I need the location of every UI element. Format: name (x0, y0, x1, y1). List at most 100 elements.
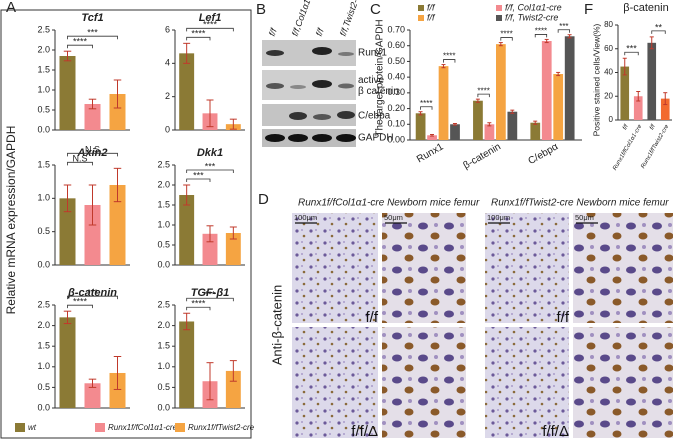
blot-bands (265, 47, 356, 142)
y-tick-label: 1.0 (157, 219, 170, 229)
bar (179, 195, 195, 265)
y-tick-label: 0.0 (37, 402, 50, 412)
condition-label: f/f (556, 309, 569, 326)
significance-label: **** (477, 86, 489, 95)
legend-label: f/f (427, 2, 436, 12)
scale-bar-label: 50μm (575, 213, 594, 222)
condition-label: f/f/Δ (542, 423, 569, 440)
bar (553, 74, 564, 140)
y-tick-label: 6 (165, 24, 170, 34)
bar (530, 122, 541, 140)
error-bar (475, 98, 480, 103)
error-bar (663, 92, 668, 106)
significance-label: N.S (85, 145, 100, 155)
y-tick-label: 20 (604, 91, 613, 100)
group-title: Runx1f/fTwist2-cre Newborn mice femur (491, 198, 669, 209)
bar (541, 41, 552, 140)
lane-label: f/f (267, 26, 279, 38)
error-bar (88, 184, 97, 226)
y-tick-label: 4 (165, 58, 170, 68)
bar (84, 383, 101, 408)
y-tick-label: 0.0 (157, 259, 170, 269)
blot-strip (262, 104, 356, 126)
y-tick-label: 80 (604, 20, 613, 29)
chart-title: β-catenin (623, 2, 668, 14)
legend-swatch (175, 423, 185, 432)
error-bar (63, 184, 72, 213)
error-bar (567, 34, 572, 39)
y-tick-label: 2.0 (157, 179, 170, 189)
legend-swatch (496, 15, 502, 21)
y-tick-label: 2 (165, 91, 170, 101)
y-tick-label: 0.70 (387, 24, 405, 34)
bar (427, 135, 437, 140)
y-tick-label: 1.5 (37, 159, 50, 169)
bar (484, 124, 495, 140)
significance-bracket (477, 93, 490, 98)
bar (225, 370, 241, 408)
error-bar (649, 36, 654, 50)
bar (179, 53, 195, 131)
legend-label: Runx1f/fTwist2-cre (188, 423, 255, 432)
significance-label: *** (626, 44, 637, 54)
error-bar (113, 356, 122, 390)
error-bar (63, 310, 72, 325)
error-bar (622, 57, 627, 76)
significance-label: *** (193, 170, 204, 180)
error-bar (88, 98, 97, 110)
error-bar (229, 226, 237, 240)
band-label: C/ebpa (358, 111, 391, 122)
bar (84, 104, 101, 130)
panel-label: B (256, 1, 266, 18)
bar (109, 372, 126, 408)
y-tick-label: 0.30 (387, 87, 405, 97)
scale-bar-label: 50μm (384, 213, 403, 222)
bar (59, 317, 76, 408)
significance-label: *** (87, 28, 98, 38)
panel-label: F (584, 1, 593, 18)
legend-swatch (418, 5, 424, 11)
y-tick-label: 0.60 (387, 40, 405, 50)
y-tick-label: 0.5 (157, 239, 170, 249)
legend-label: f/f, Twist2-cre (505, 12, 558, 22)
bar (179, 321, 195, 408)
error-bar (487, 122, 492, 127)
bar (59, 198, 76, 265)
blot-strip (262, 129, 356, 147)
significance-bracket (534, 34, 548, 38)
significance-bracket (186, 306, 211, 311)
band-label: GAPDH (358, 133, 394, 144)
significance-label: **** (191, 299, 206, 309)
significance-bracket (186, 178, 211, 182)
significance-label: *** (87, 288, 98, 298)
y-tick-label: 1.5 (37, 64, 50, 74)
y-tick-label: 0 (609, 115, 614, 124)
legend-swatch (418, 15, 424, 21)
y-tick-label: 2.0 (37, 320, 50, 330)
error-bar (63, 50, 72, 62)
panel-label: D (258, 191, 269, 208)
y-tick-label: 2.5 (157, 299, 170, 309)
significance-bracket (67, 35, 118, 40)
significance-bracket (67, 44, 93, 49)
lane-label: f/f,Col1α1-cre (290, 0, 318, 37)
significance-label: *** (205, 161, 216, 171)
chart-title: Tcf1 (81, 12, 103, 24)
significance-bracket (186, 169, 234, 173)
significance-label: ** (655, 22, 663, 32)
legend-swatch (496, 5, 502, 11)
bar (496, 44, 506, 141)
bar (507, 111, 518, 140)
panel-label: A (6, 0, 16, 16)
histology-images (292, 213, 673, 438)
legend-swatch (15, 423, 25, 432)
x-tick-label: Runx1 (415, 141, 446, 165)
significance-label: **** (73, 37, 88, 47)
significance-bracket (557, 29, 571, 33)
chart-title: Axin2 (77, 147, 108, 159)
panel-a-border (0, 9, 252, 439)
bar (450, 124, 460, 140)
bar (438, 66, 449, 140)
y-tick-label: 0.5 (37, 104, 50, 114)
y-tick-label: 1.0 (157, 361, 170, 371)
